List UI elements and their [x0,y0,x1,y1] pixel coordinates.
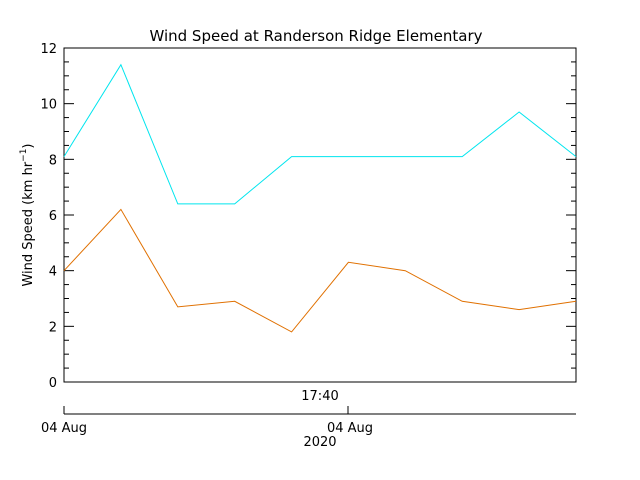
y-axis-label-close: ) [21,143,36,148]
y-axis-label-exponent: −1 [19,149,29,162]
y-tick-label: 8 [49,153,57,168]
series-line-1 [63,63,577,205]
y-axis-label: Wind Speed (km hr−1) [19,143,36,286]
y-tick-label: 0 [49,376,57,391]
y-tick-label: 4 [49,265,57,280]
y-axis: 0 2 4 6 8 10 12 [40,42,576,391]
y-axis-label-main: Wind Speed (km hr [21,161,36,286]
y-tick-label: 2 [49,320,57,335]
time-label: 17:40 [301,389,338,404]
date-label-mid: 04 Aug [327,421,373,436]
y-tick-label: 10 [40,98,57,113]
plot-frame [63,47,577,383]
y-tick-label: 6 [49,209,57,224]
series-line-2 [63,208,577,333]
year-label: 2020 [303,435,336,450]
time-axis: 17:40 04 Aug 04 Aug 2020 [41,389,576,450]
series-layer [63,63,577,333]
chart-title: Wind Speed at Randerson Ridge Elementary [149,27,482,45]
y-tick-label: 12 [40,42,57,57]
date-label-start: 04 Aug [41,421,87,436]
